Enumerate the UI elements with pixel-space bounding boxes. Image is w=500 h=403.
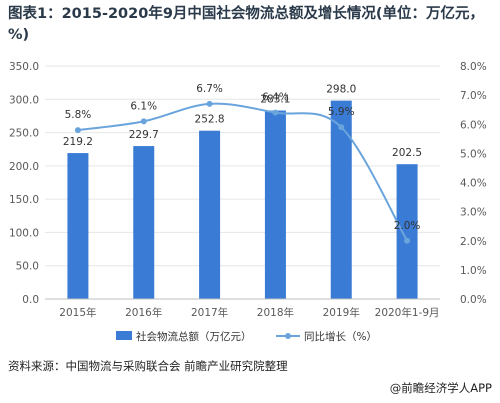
x-tick-label: 2020年1-9月 [375, 306, 440, 319]
line-data-label: 6.4% [262, 92, 289, 104]
legend-swatch-bar [116, 331, 132, 340]
y-right-tick-label: 2.0% [460, 236, 487, 248]
y-right-tick-label: 3.0% [460, 207, 487, 219]
y-right-tick-label: 0.0% [460, 294, 487, 306]
source-note: 资料来源：中国物流与采购联合会 前瞻产业研究院整理 [8, 359, 288, 373]
bar-data-label: 298.0 [326, 84, 356, 96]
bar [133, 146, 155, 299]
bar [264, 110, 286, 299]
bar-data-label: 219.2 [63, 136, 93, 148]
y-left-tick-label: 250.0 [9, 128, 39, 140]
y-axis-right: 0.0% 1.0% 2.0% 3.0% 4.0% 5.0% 6.0% 7.0% 8.0% [460, 61, 487, 306]
bar-series: 219.2 229.7 252.8 283.1 298.0 202.5 [63, 84, 422, 299]
legend: 社会物流总额（万亿元） 同比增长（%） [116, 330, 377, 343]
legend-label-line: 同比增长（%） [304, 330, 377, 343]
line-data-label: 6.1% [130, 100, 157, 112]
bar-data-label: 252.8 [195, 114, 225, 126]
x-tick-label: 2019年 [323, 306, 360, 319]
line-data-label: 2.0% [394, 220, 421, 232]
line-point [74, 127, 81, 134]
bar [330, 100, 352, 299]
line-data-label: 5.9% [328, 106, 355, 118]
bar-data-label: 229.7 [129, 129, 159, 141]
legend-label-bar: 社会物流总额（万亿元） [136, 330, 252, 343]
y-left-tick-label: 350.0 [9, 61, 39, 73]
x-tick-label: 2015年 [59, 306, 96, 319]
y-right-tick-label: 4.0% [460, 178, 487, 190]
y-axis-left: 0.0 50.0 100.0 150.0 200.0 250.0 300.0 350.0 [9, 61, 39, 306]
line-point [272, 109, 279, 116]
bar [67, 153, 89, 299]
x-axis: 2015年 2016年 2017年 2018年 2019年 2020年1-9月 [45, 298, 440, 319]
gridlines [45, 65, 440, 300]
y-left-tick-label: 100.0 [9, 227, 39, 239]
growth-line [77, 102, 408, 242]
y-right-tick-label: 5.0% [460, 148, 487, 160]
y-left-tick-label: 200.0 [9, 161, 39, 173]
line-data-label: 6.7% [196, 83, 223, 95]
line-data-label: 5.8% [65, 109, 92, 121]
y-left-tick-label: 150.0 [9, 194, 39, 206]
y-right-tick-label: 7.0% [460, 90, 487, 102]
line-point [338, 124, 345, 131]
y-right-tick-label: 1.0% [460, 265, 487, 277]
y-left-tick-label: 50.0 [16, 261, 39, 273]
y-right-tick-label: 6.0% [460, 119, 487, 131]
x-tick-label: 2018年 [257, 306, 294, 319]
chart-title: 图表1：2015-2020年9月中国社会物流总额及增长情况(单位：万亿元，%) [8, 6, 485, 43]
line-point [140, 118, 147, 125]
x-tick-label: 2017年 [191, 306, 228, 319]
y-right-tick-label: 8.0% [460, 61, 487, 73]
chart-canvas: 0.0 50.0 100.0 150.0 200.0 250.0 300.0 350.0 0.… [9, 61, 487, 343]
line-point [206, 100, 213, 107]
legend-marker-line [285, 333, 291, 339]
bar-data-label: 202.5 [392, 147, 422, 159]
credit-note: @前瞻经济学人APP [389, 381, 492, 395]
y-left-tick-label: 300.0 [9, 94, 39, 106]
bar [396, 164, 418, 299]
bar [199, 130, 221, 299]
bar-data-label: 283.1 [260, 94, 290, 106]
line-point [404, 237, 411, 244]
y-left-tick-label: 0.0 [22, 294, 39, 306]
line-series: 5.8% 6.1% 6.7% 6.4% 5.9% 2.0% [65, 83, 421, 244]
x-tick-label: 2016年 [125, 306, 162, 319]
